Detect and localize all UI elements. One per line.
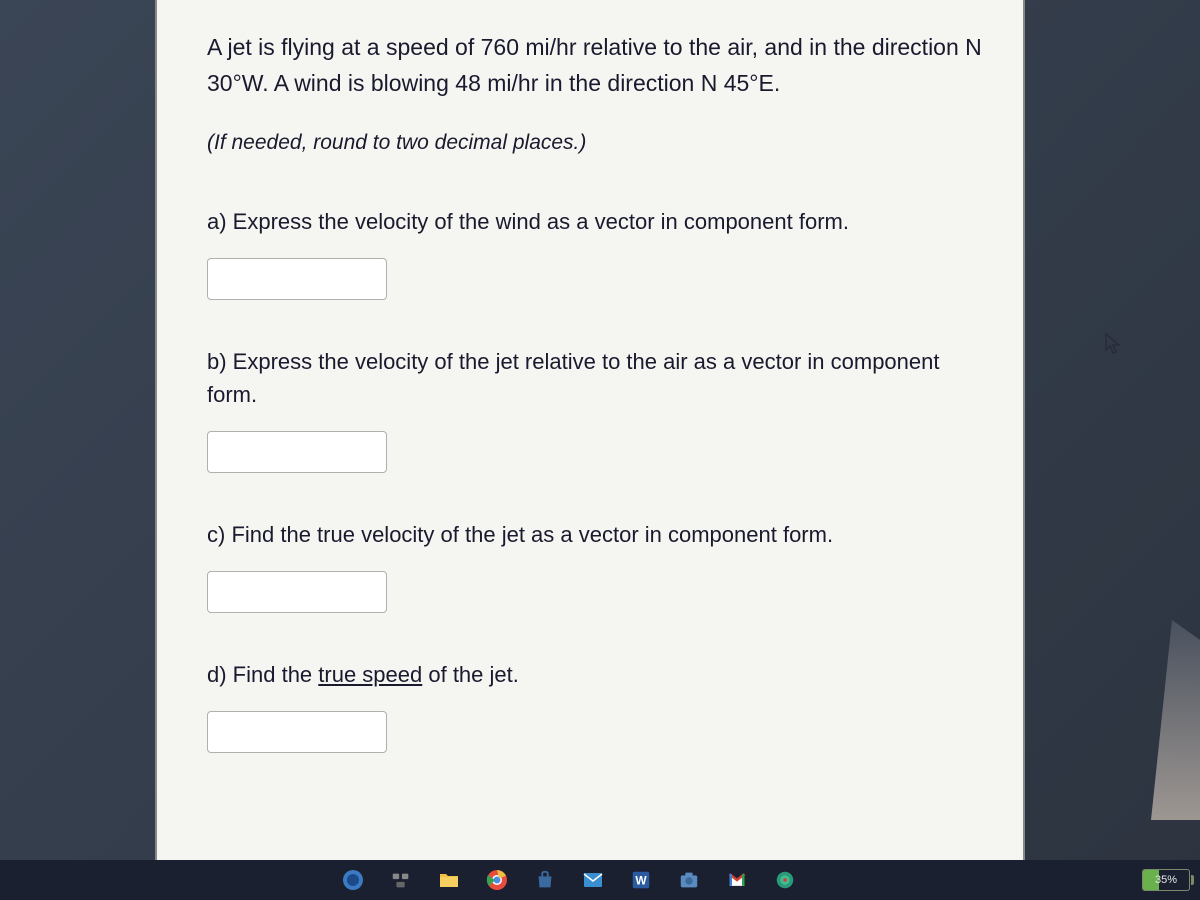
taskbar-icon-group: W [340,867,798,893]
question-c-block: c) Find the true velocity of the jet as … [207,518,983,613]
battery-tip [1191,875,1194,885]
question-a-label: a) Express the velocity of the wind as a… [207,205,983,238]
battery-status[interactable]: 35% [1142,869,1190,891]
explorer-icon[interactable] [436,867,462,893]
answer-input-b[interactable] [207,431,387,473]
question-b-block: b) Express the velocity of the jet relat… [207,345,983,473]
rounding-instruction: (If needed, round to two decimal places.… [207,131,983,155]
chrome-icon[interactable] [484,867,510,893]
question-a-block: a) Express the velocity of the wind as a… [207,205,983,300]
gmail-icon[interactable] [724,867,750,893]
windows-taskbar[interactable]: W 35% [0,860,1200,900]
answer-input-c[interactable] [207,571,387,613]
question-b-label: b) Express the velocity of the jet relat… [207,345,983,411]
question-d-underline: true speed [318,662,422,687]
question-d-suffix: of the jet. [422,662,519,687]
edge-icon[interactable] [340,867,366,893]
battery-icon: 35% [1142,869,1190,891]
taskview-icon[interactable] [388,867,414,893]
answer-input-a[interactable] [207,258,387,300]
answer-input-d[interactable] [207,711,387,753]
problem-statement: A jet is flying at a speed of 760 mi/hr … [207,20,983,101]
battery-percent-text: 35% [1143,874,1189,886]
content-panel: A jet is flying at a speed of 760 mi/hr … [155,0,1025,870]
cursor-arrow-icon [1102,332,1126,356]
svg-text:W: W [635,874,647,888]
question-d-label: d) Find the true speed of the jet. [207,658,983,691]
question-c-label: c) Find the true velocity of the jet as … [207,518,983,551]
photo-edge-artifact [1130,620,1200,820]
question-d-prefix: d) Find the [207,662,318,687]
mail-icon[interactable] [580,867,606,893]
store-icon[interactable] [532,867,558,893]
question-d-block: d) Find the true speed of the jet. [207,658,983,753]
app-circle-icon[interactable] [772,867,798,893]
word-icon[interactable]: W [628,867,654,893]
camera-icon[interactable] [676,867,702,893]
